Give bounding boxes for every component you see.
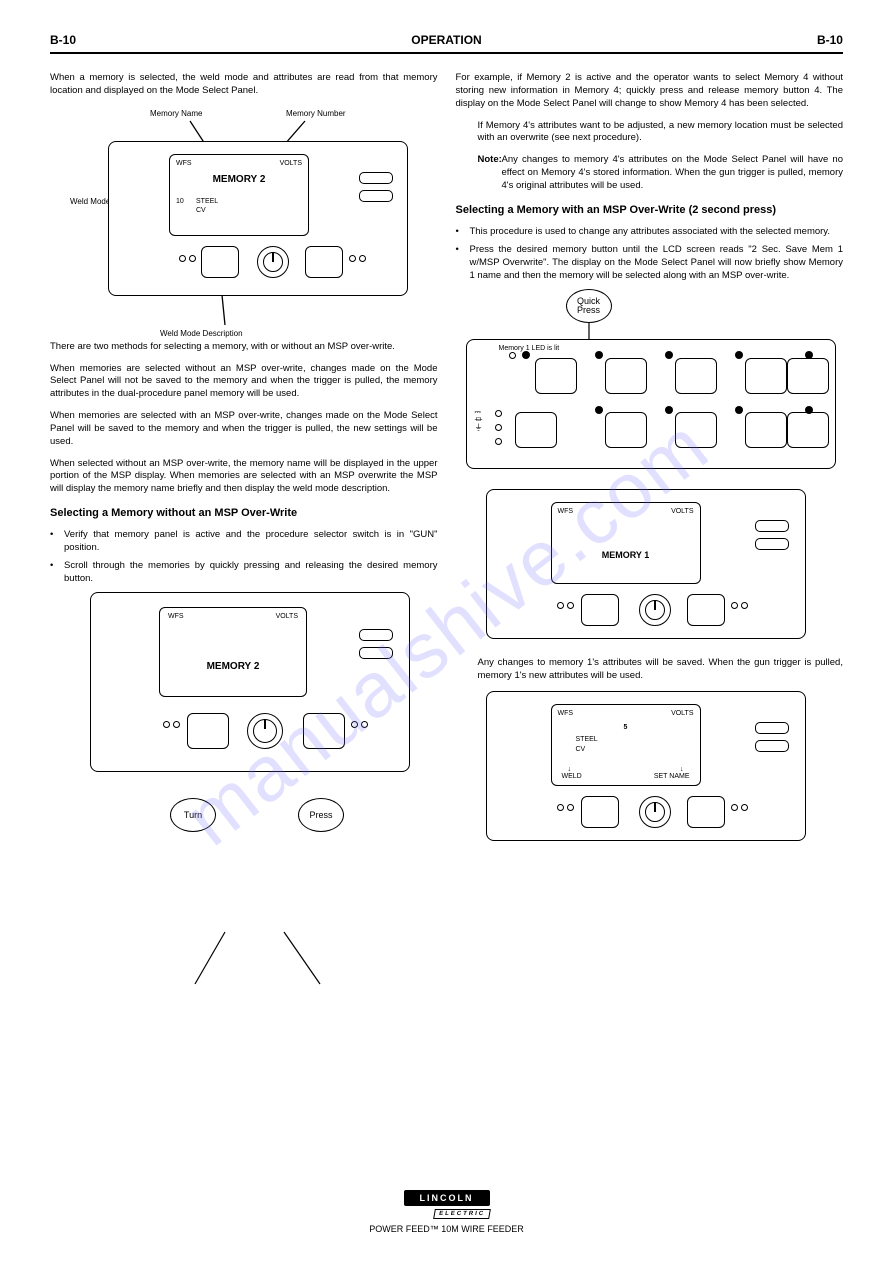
mem1-led-label: Memory 1 LED is lit: [499, 344, 560, 353]
p-display-behaviour: When selected without an MSP over-write,…: [50, 458, 438, 496]
arrow-label-2: Memory Number: [286, 109, 346, 120]
header-title: OPERATION: [411, 32, 481, 48]
callout-turn: Turn: [170, 798, 216, 832]
intro-text: When a memory is selected, the weld mode…: [50, 72, 438, 98]
r-note: Any changes to memory 4's attributes on …: [502, 154, 844, 192]
p-with-overwrite: When memories are selected with an MSP o…: [50, 410, 438, 448]
sel-step1: Verify that memory panel is active and t…: [64, 529, 438, 555]
over-step2: Press the desired memory button until th…: [470, 244, 844, 282]
r-p1: For example, if Memory 2 is active and t…: [456, 72, 844, 110]
callout-press: Press: [298, 798, 344, 832]
page-footer: LINCOLN ELECTRIC POWER FEED™ 10M WIRE FE…: [0, 1190, 893, 1235]
msp-panel-fig1: WFS VOLTS MEMORY 2 10 STEEL CV: [108, 141, 408, 296]
right-column: For example, if Memory 2 is active and t…: [456, 72, 844, 847]
arrow-label-4: Weld Mode Description: [160, 329, 243, 340]
left-column: When a memory is selected, the weld mode…: [50, 72, 438, 847]
lincoln-logo: LINCOLN ELECTRIC: [404, 1190, 490, 1219]
msp-panel-fig4: WFS VOLTS 5 STEEL CV ↓ ↓ WELD SET NAME: [486, 691, 806, 841]
over-step3: Any changes to memory 1's attributes wil…: [478, 657, 844, 683]
fig2-lines: [50, 772, 450, 1022]
p-without-overwrite: When memories are selected without an MS…: [50, 363, 438, 401]
page-num-right: B-10: [817, 32, 843, 48]
h-select-over: Selecting a Memory with an MSP Over-Writ…: [456, 203, 844, 218]
msp-panel-fig3: WFS VOLTS MEMORY 1: [486, 489, 806, 639]
dual-select-panel: Memory 1 LED is lit ⎓⏛⏚: [466, 339, 836, 469]
h-selecting: Selecting a Memory without an MSP Over-W…: [50, 506, 438, 521]
sel-step2: Scroll through the memories by quickly p…: [64, 560, 438, 586]
msp-panel-fig2: WFS VOLTS MEMORY 2: [90, 592, 410, 772]
plug-icons: ⎓⏛⏚: [475, 408, 491, 432]
page-header: B-10 OPERATION B-10: [50, 32, 843, 54]
footer-model: POWER FEED™ 10M WIRE FEEDER: [0, 1223, 893, 1235]
arrow-label-1: Memory Name: [150, 109, 202, 120]
over-step1: This procedure is used to change any att…: [470, 226, 844, 239]
p-two-methods: There are two methods for selecting a me…: [50, 341, 438, 354]
page-num-left: B-10: [50, 32, 76, 48]
callout-quick-press: Quick Press: [566, 289, 612, 323]
r-p2: If Memory 4's attributes want to be adju…: [478, 120, 844, 146]
